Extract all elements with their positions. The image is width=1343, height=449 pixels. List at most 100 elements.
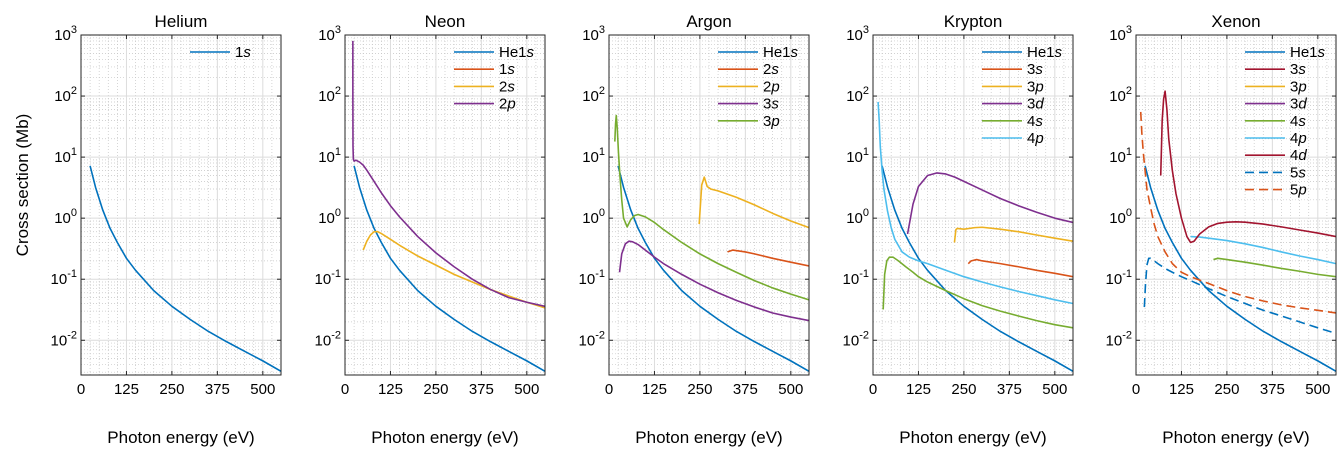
y-tick-label: 102 — [582, 85, 605, 105]
x-tick-label: 375 — [733, 381, 758, 398]
x-tick-label: 375 — [1260, 381, 1285, 398]
y-tick-label: 102 — [846, 85, 869, 105]
legend-entry: 1s — [499, 61, 515, 78]
panel-title: Argon — [686, 12, 731, 31]
series-line-3s — [967, 258, 1073, 278]
panel-title: Helium — [155, 12, 208, 31]
legend-entry: 3s — [1290, 61, 1306, 78]
axes-frame — [80, 34, 282, 376]
x-tick-label: 125 — [642, 381, 667, 398]
x-tick-label: 0 — [605, 381, 613, 398]
y-tick-label: 10-2 — [51, 329, 77, 349]
legend-entry: 3d — [1027, 96, 1044, 113]
x-tick-label: 125 — [1169, 381, 1194, 398]
y-tick-label: 102 — [318, 85, 341, 105]
series-line-4d — [1159, 90, 1336, 244]
x-axis-label: Photon energy (eV) — [899, 428, 1046, 447]
x-tick-label: 125 — [114, 381, 139, 398]
panel-helium: 0 125 250 375 500 10-2 10-1 100 101 102 103 Helium P… — [51, 12, 282, 447]
x-tick-label: 375 — [205, 381, 230, 398]
x-tick-label: 0 — [869, 381, 877, 398]
series-line-5s — [1143, 257, 1336, 335]
x-tick-label: 250 — [1214, 381, 1239, 398]
x-tick-label: 500 — [1042, 381, 1067, 398]
panel-title: Xenon — [1211, 12, 1260, 31]
plot-area — [873, 35, 1073, 375]
legend-entry: 4d — [1290, 147, 1307, 164]
y-tick-label: 10-2 — [1106, 329, 1132, 349]
y-tick-label: 103 — [1109, 24, 1132, 44]
x-tick-label: 125 — [378, 381, 403, 398]
x-axis-label: Photon energy (eV) — [371, 428, 518, 447]
y-tick-label: 101 — [318, 146, 341, 166]
plot-area — [1136, 35, 1336, 375]
y-tick-label: 10-1 — [1106, 268, 1132, 288]
y-tick-label: 100 — [1109, 207, 1132, 227]
x-axis-label: Photon energy (eV) — [107, 428, 254, 447]
x-tick-label: 500 — [778, 381, 803, 398]
shared-y-axis-label: Cross section (Mb) — [13, 114, 32, 257]
legend-entry: 3p — [1027, 78, 1044, 95]
series-line-4s — [1213, 257, 1336, 278]
legend-entry: 5s — [1290, 164, 1306, 181]
legend-entry: 4s — [1290, 113, 1306, 130]
x-tick-label: 250 — [423, 381, 448, 398]
legend-entry: 4s — [1027, 113, 1043, 130]
axes-frame — [608, 34, 810, 376]
panel-krypton: 0 125 250 375 500 10-2 10-1 100 101 102 103 Krypton… — [843, 12, 1074, 447]
x-axis-label: Photon energy (eV) — [635, 428, 782, 447]
y-tick-label: 103 — [318, 24, 341, 44]
y-tick-label: 102 — [54, 85, 77, 105]
y-tick-label: 10-1 — [579, 268, 605, 288]
y-tick-label: 10-2 — [843, 329, 869, 349]
legend-entry: He1s — [1027, 44, 1063, 61]
plot-area — [609, 35, 809, 375]
plot-area — [345, 35, 545, 375]
x-tick-label: 375 — [469, 381, 494, 398]
legend-entry: 1s — [235, 44, 251, 61]
series-group — [352, 40, 545, 373]
x-tick-label: 125 — [906, 381, 931, 398]
series-line-3d — [906, 172, 1073, 235]
series-group — [1139, 90, 1336, 373]
x-tick-label: 0 — [341, 381, 349, 398]
y-tick-label: 102 — [1109, 85, 1132, 105]
legend: 1s — [190, 44, 251, 61]
y-tick-label: 101 — [582, 146, 605, 166]
series-line-3s — [618, 240, 809, 322]
y-tick-label: 100 — [318, 207, 341, 227]
y-tick-label: 10-1 — [315, 268, 341, 288]
plot-area — [81, 35, 281, 375]
series-line-he1s — [1144, 165, 1336, 373]
series-line-4p — [877, 101, 1073, 305]
series-line-4p — [1190, 235, 1336, 265]
x-tick-label: 0 — [1132, 381, 1140, 398]
chart-panels: 0 125 250 375 500 10-2 10-1 100 101 102 103 Helium P… — [51, 12, 1337, 447]
panel-xenon: 0 125 250 375 500 10-2 10-1 100 101 102 103 Xenon Ph… — [1106, 12, 1337, 447]
legend-entry: He1s — [763, 44, 799, 61]
y-tick-label: 10-2 — [579, 329, 605, 349]
series-line-2p — [352, 40, 545, 308]
legend-entry: 2p — [499, 96, 516, 113]
legend-entry: He1s — [499, 44, 535, 61]
x-tick-label: 250 — [951, 381, 976, 398]
x-tick-label: 375 — [997, 381, 1022, 398]
panel-title: Neon — [425, 12, 466, 31]
legend-entry: 3p — [763, 113, 780, 130]
panel-neon: 0 125 250 375 500 10-2 10-1 100 101 102 103 Neon Pho… — [315, 12, 546, 447]
legend-entry: 4p — [1290, 130, 1307, 147]
y-tick-label: 101 — [54, 146, 77, 166]
legend-entry: 5p — [1290, 182, 1307, 199]
legend-entry: 3d — [1290, 96, 1307, 113]
legend-entry: 2s — [763, 61, 779, 78]
x-tick-label: 250 — [687, 381, 712, 398]
y-tick-label: 103 — [54, 24, 77, 44]
axes-frame — [1135, 34, 1337, 376]
series-group — [614, 114, 809, 373]
axes-frame — [344, 34, 546, 376]
x-tick-label: 500 — [250, 381, 275, 398]
series-line-1s — [89, 165, 281, 373]
y-tick-label: 101 — [1109, 146, 1132, 166]
